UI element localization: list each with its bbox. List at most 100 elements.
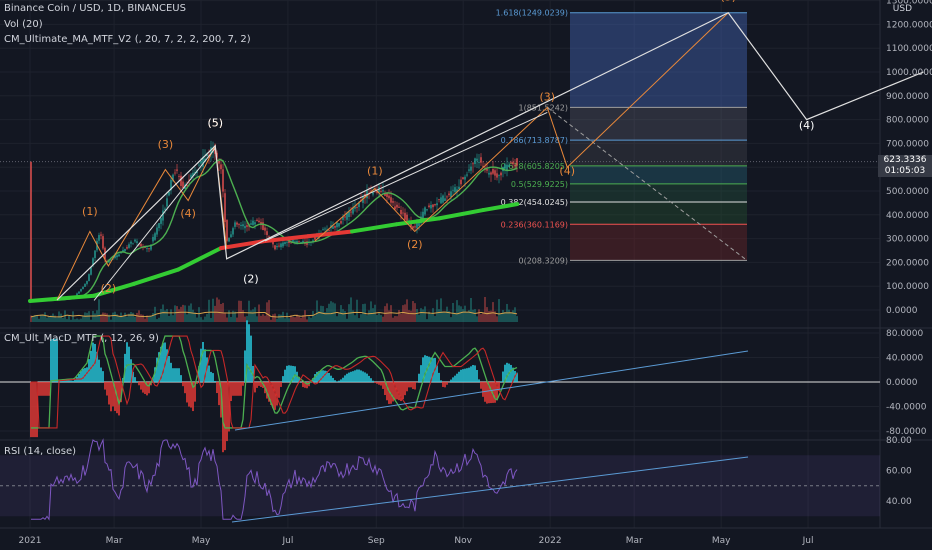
macd-histogram-bar (224, 382, 226, 451)
candle-body (458, 186, 460, 189)
candle-body (392, 201, 394, 203)
macd-histogram-bar (68, 380, 70, 382)
volume-bar (126, 316, 128, 322)
time-tick-label: May (192, 536, 211, 546)
volume-bar (468, 310, 470, 322)
volume-legend[interactable]: Vol (20) (4, 19, 43, 30)
candle-body (262, 222, 264, 230)
macd-histogram-bar (174, 368, 176, 382)
candle-body (114, 254, 116, 259)
macd-histogram-bar (302, 382, 304, 388)
macd-histogram-bar (468, 367, 470, 382)
wave-label: (4) (799, 119, 815, 132)
macd-histogram-bar (328, 372, 330, 382)
fib-level-label: 0.382(454.0245) (501, 198, 568, 207)
candle-body (198, 164, 200, 166)
candle-body (90, 266, 92, 275)
macd-histogram-bar (112, 382, 114, 407)
candle-body (238, 224, 240, 225)
macd-histogram-bar (340, 379, 342, 382)
volume-bar (438, 309, 440, 322)
macd-histogram-bar (284, 369, 286, 382)
macd-histogram-bar (216, 382, 218, 394)
candle-body (446, 196, 448, 198)
macd-histogram-bar (192, 382, 194, 412)
rsi-tick-label: 80.00 (886, 436, 912, 446)
candle-body (214, 145, 216, 154)
volume-bar (420, 308, 422, 322)
volume-bar (102, 312, 104, 322)
macd-histogram-bar (238, 382, 240, 396)
macd-histogram-bar (54, 338, 56, 382)
candle-body (98, 235, 100, 241)
candle-body (500, 172, 502, 176)
time-tick-label: 2021 (19, 536, 42, 546)
macd-histogram-bar (100, 367, 102, 382)
candle-body (334, 225, 336, 228)
candle-body (456, 189, 458, 193)
macd-histogram-bar (386, 382, 388, 401)
volume-bar (104, 312, 106, 322)
candle-body (340, 221, 342, 224)
candle-countdown: 01:05:03 (878, 166, 932, 177)
volume-bar (144, 318, 146, 322)
candle-body (296, 240, 298, 244)
macd-histogram-bar (510, 364, 512, 382)
volume-bar (336, 316, 338, 322)
candle-body (126, 247, 128, 249)
macd-signal-line (31, 335, 518, 429)
candle-body (150, 244, 152, 250)
volume-bar (134, 316, 136, 322)
candle-body (372, 192, 374, 195)
macd-histogram-bar (338, 380, 340, 382)
candle-body (428, 205, 430, 208)
fib-level-label: 0.5(529.9225) (511, 180, 568, 189)
price-tick-label: 1200.0000 (886, 20, 932, 30)
macd-histogram-bar (324, 370, 326, 382)
volume-bar (286, 312, 288, 322)
price-unit: USD (892, 4, 912, 14)
volume-bar (78, 319, 80, 322)
macd-histogram-bar (148, 382, 150, 394)
ma-legend[interactable]: CM_Ultimate_MA_MTF_V2 (, 20, 7, 2, 2, 20… (4, 34, 251, 45)
volume-bar (146, 315, 148, 322)
volume-bar (414, 303, 416, 322)
macd-histogram-bar (144, 382, 146, 394)
macd-histogram-bar (204, 349, 206, 382)
candle-body (346, 212, 348, 220)
candle-body (180, 175, 182, 186)
symbol-legend[interactable]: Binance Coin / USD, 1D, BINANCEUS (4, 3, 186, 14)
volume-bar (192, 309, 194, 322)
volume-bar (326, 308, 328, 322)
candle-body (400, 209, 402, 215)
candle-body (274, 245, 276, 250)
volume-bar (86, 312, 88, 322)
macd-histogram-bar (512, 367, 514, 382)
volume-bar (330, 301, 332, 322)
candle-body (164, 208, 166, 210)
candle-body (210, 147, 212, 155)
candle-body (222, 169, 224, 192)
candle-body (394, 206, 396, 210)
volume-bar (36, 315, 38, 322)
macd-histogram-bar (50, 339, 52, 382)
macd-legend[interactable]: CM_Ult_MacD_MTF (, 12, 26, 9) (4, 333, 159, 344)
rsi-legend[interactable]: RSI (14, close) (4, 446, 77, 457)
macd-histogram-bar (476, 370, 478, 382)
volume-bar (508, 309, 510, 322)
macd-histogram-bar (412, 382, 414, 390)
candle-body (282, 242, 284, 247)
candle-body (462, 177, 464, 180)
macd-histogram-bar (30, 382, 32, 438)
candle-body (192, 172, 194, 177)
volume-bar (392, 317, 394, 322)
macd-histogram-bar (496, 382, 498, 401)
macd-histogram-bar (330, 375, 332, 382)
volume-bar (76, 318, 78, 322)
volume-bar (130, 311, 132, 322)
candle-body (404, 212, 406, 220)
macd-histogram-bar (186, 382, 188, 403)
candle-body (276, 246, 278, 248)
candle-body (294, 241, 296, 243)
